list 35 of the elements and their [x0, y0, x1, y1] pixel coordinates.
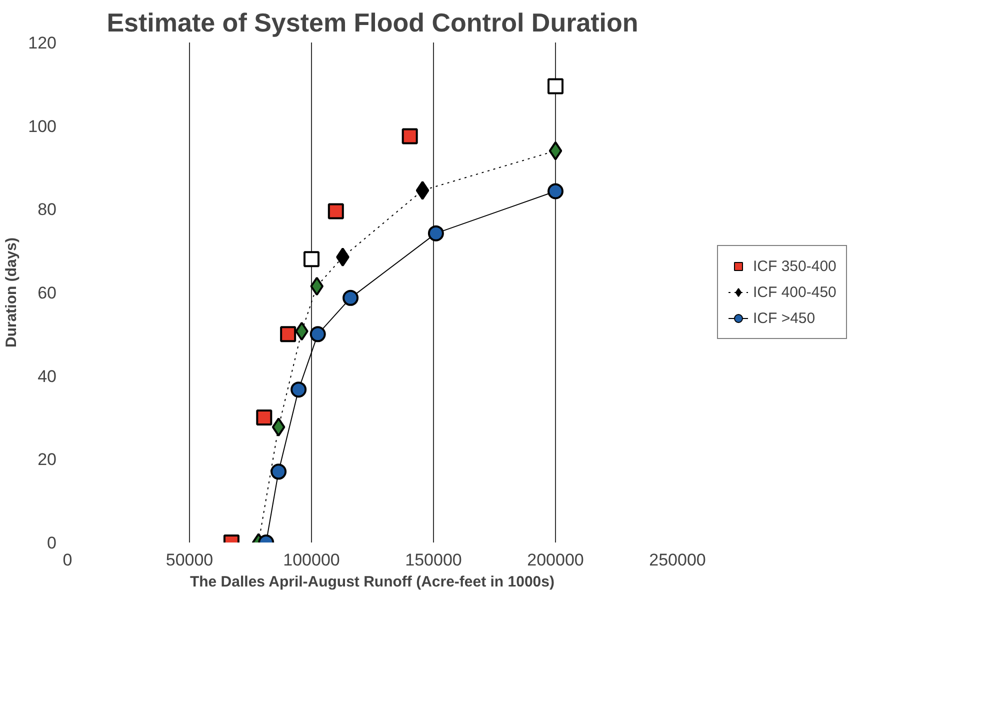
point — [548, 78, 564, 94]
legend-label: ICF 350-400 — [753, 258, 836, 274]
point — [272, 418, 286, 437]
x-tick-label: 0 — [62, 550, 72, 570]
y-tick-label: 60 — [38, 284, 57, 302]
point — [342, 290, 359, 306]
point — [428, 225, 444, 242]
point — [416, 180, 430, 200]
y-tick-label: 0 — [47, 534, 57, 552]
point — [310, 276, 324, 296]
point — [304, 251, 320, 268]
x-axis-title: The Dalles April-August Runoff (Acre-feet in 1000s) — [190, 574, 554, 590]
chart-title: Estimate of System Flood Control Duration — [106, 8, 638, 38]
point — [310, 326, 326, 342]
y-tick-label: 20 — [38, 450, 57, 470]
x-tick-label: 200000 — [527, 550, 584, 570]
point — [270, 464, 287, 480]
y-tick-label: 100 — [28, 116, 57, 136]
y-axis-title: Duration (days) — [3, 237, 20, 348]
y-tick-label: 120 — [28, 34, 57, 52]
x-tick-label: 150000 — [405, 550, 462, 570]
point — [402, 128, 418, 144]
y-tick-label: 40 — [38, 366, 57, 386]
point — [548, 183, 564, 200]
x-tick-label: 100000 — [283, 550, 340, 570]
point — [280, 326, 296, 342]
point — [328, 203, 344, 220]
x-tick-label: 250000 — [649, 550, 706, 570]
legend-label: ICF 400-450 — [753, 284, 836, 300]
point — [290, 382, 307, 398]
x-tick-label: 50000 — [166, 550, 214, 570]
point — [256, 410, 272, 426]
point — [548, 141, 562, 160]
legend-label: ICF >450 — [753, 310, 816, 326]
y-tick-label: 80 — [38, 200, 57, 220]
